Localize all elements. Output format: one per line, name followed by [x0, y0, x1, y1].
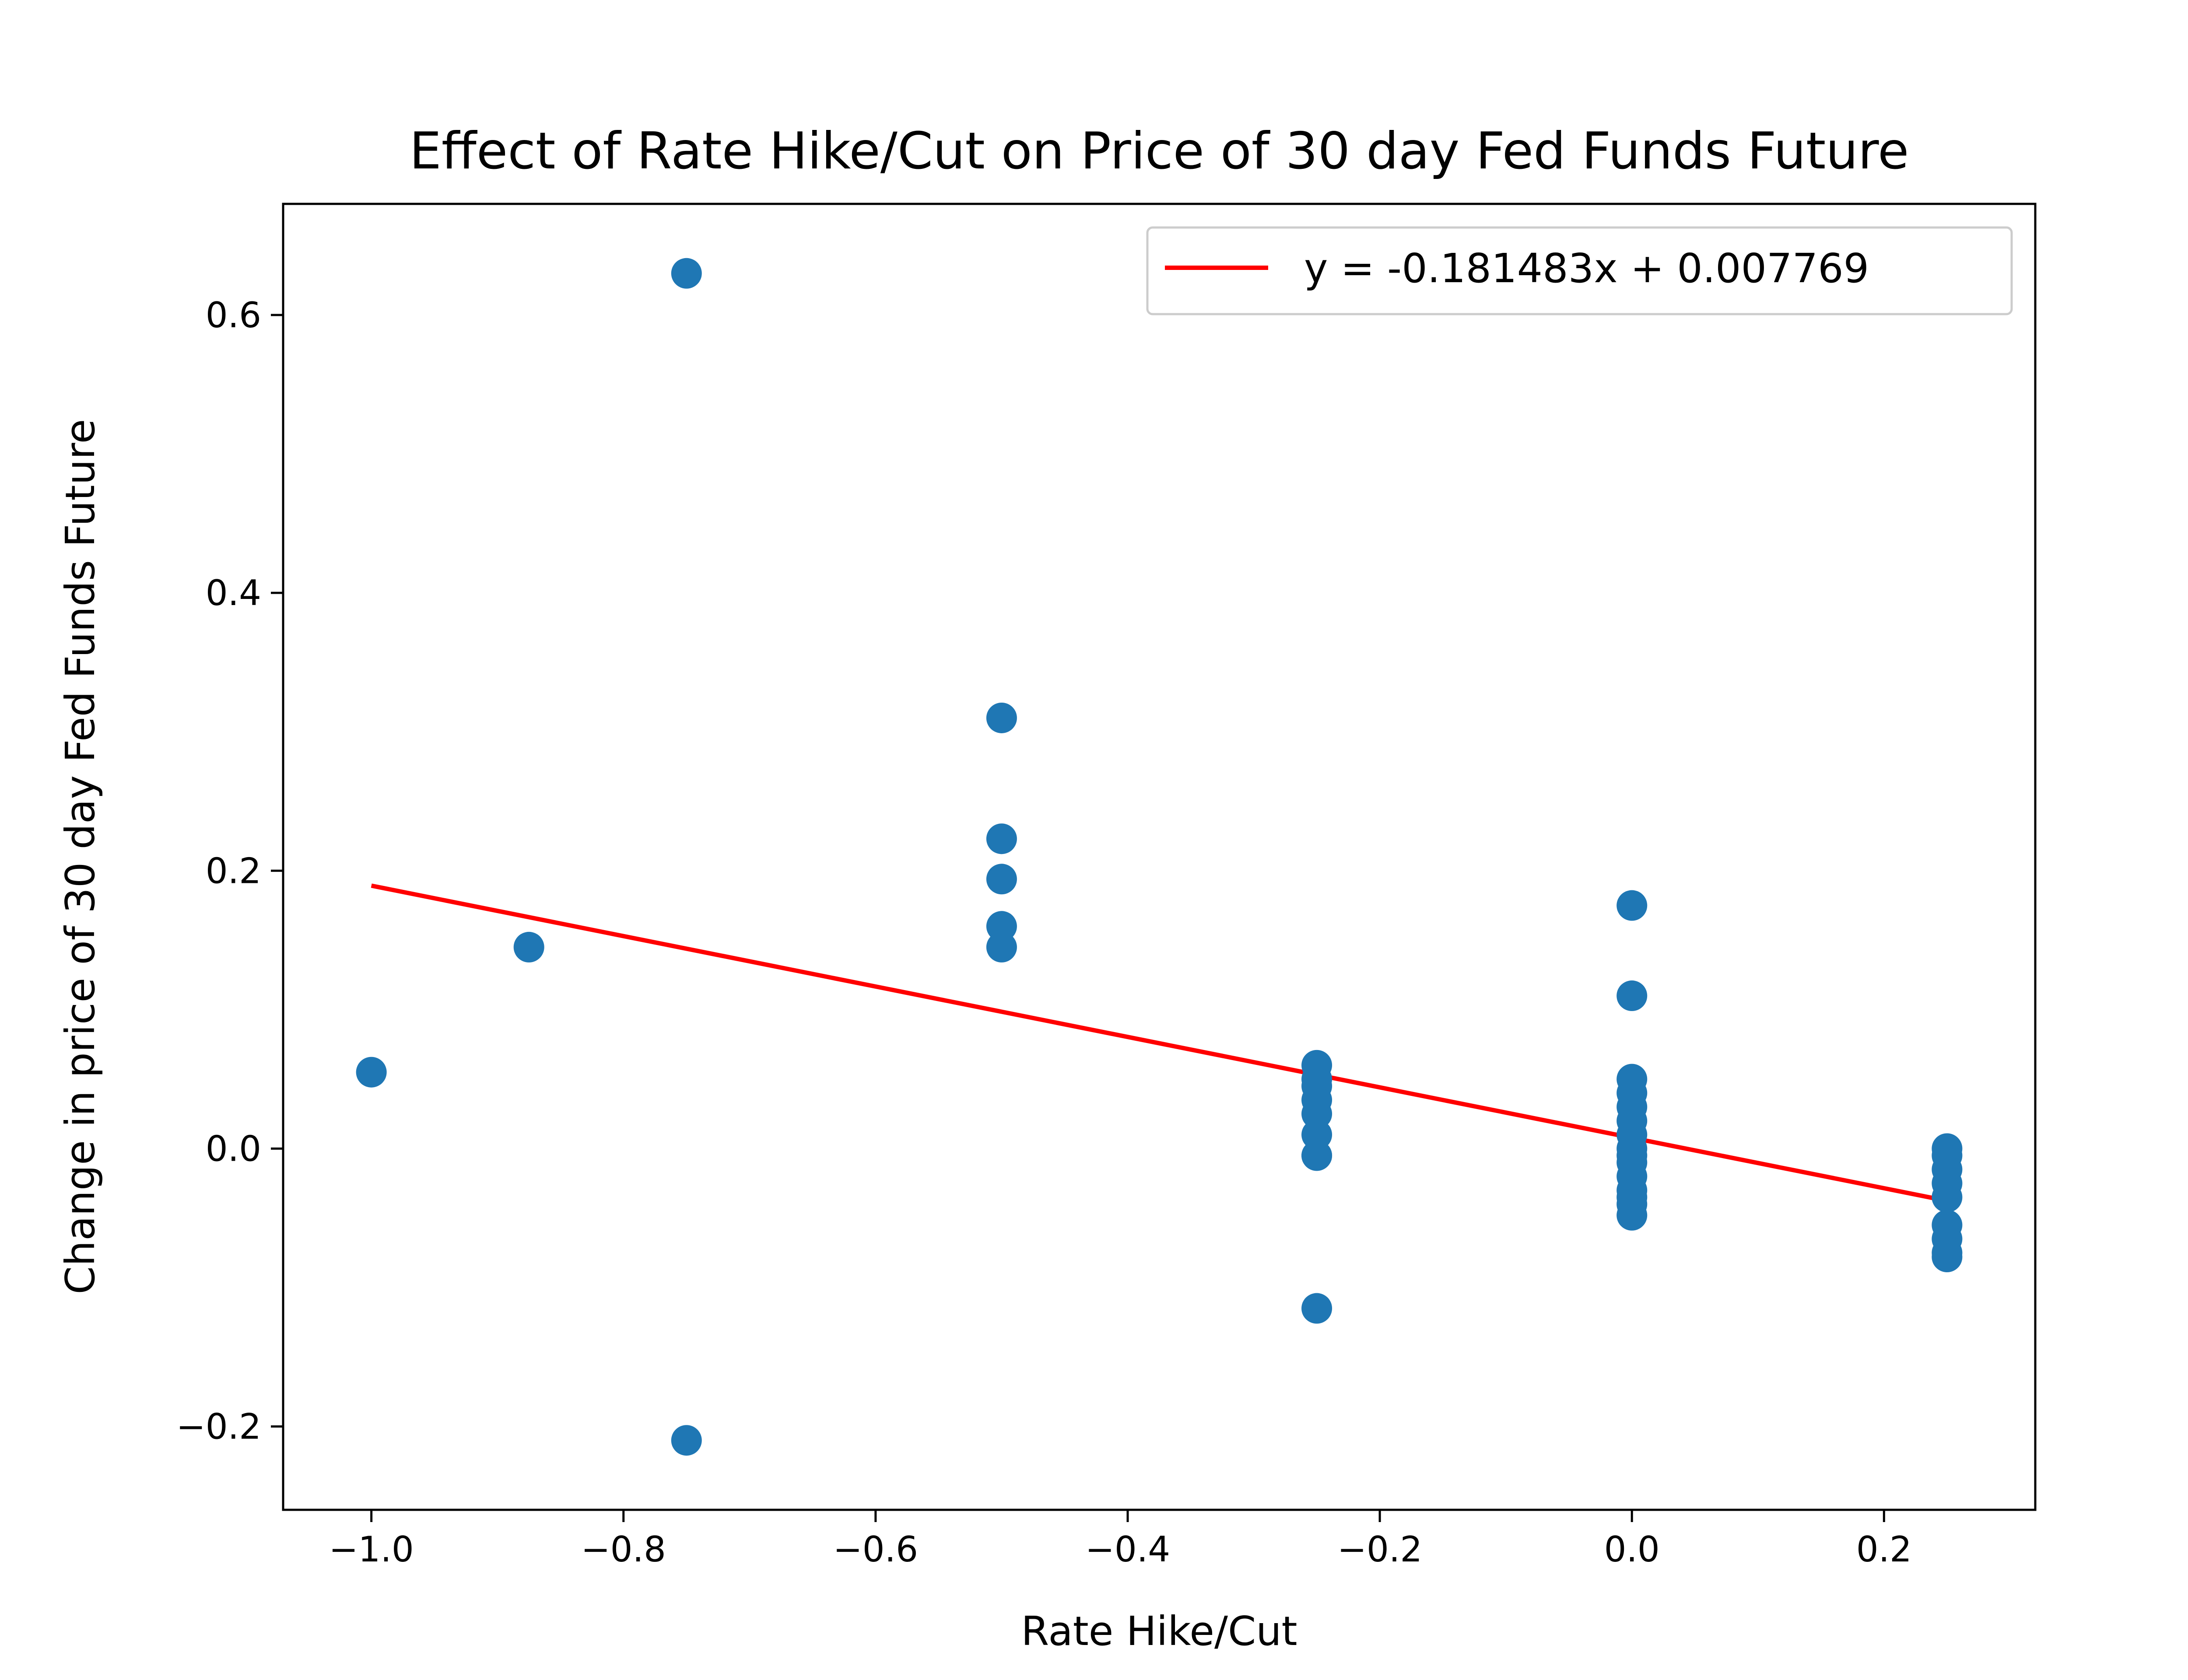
data-point — [356, 1057, 387, 1088]
x-tick-label: −1.0 — [329, 1529, 414, 1570]
plot-frame — [282, 203, 2037, 1511]
y-tick-label: 0.4 — [206, 573, 261, 613]
data-point — [1616, 1200, 1648, 1231]
y-tick-label: 0.0 — [206, 1128, 261, 1169]
plot-area — [356, 258, 1963, 1456]
y-tick-label: 0.6 — [206, 295, 261, 336]
x-tick-label: −0.8 — [581, 1529, 666, 1570]
data-point — [1932, 1182, 1963, 1213]
data-point — [671, 1425, 702, 1456]
data-point — [1301, 1293, 1332, 1324]
data-point — [1932, 1242, 1963, 1273]
x-axis-label: Rate Hike/Cut — [1021, 1608, 1297, 1655]
data-point — [986, 702, 1017, 733]
legend-box — [1146, 226, 2013, 315]
data-point — [1616, 890, 1648, 921]
data-point — [986, 823, 1017, 854]
legend-label: y = -0.181483x + 0.007769 — [1304, 245, 1869, 292]
y-tick-label: 0.2 — [206, 850, 261, 891]
data-point — [986, 864, 1017, 895]
x-tick-label: −0.6 — [833, 1529, 918, 1570]
data-point — [986, 931, 1017, 962]
x-tick-label: 0.2 — [1856, 1529, 1912, 1570]
chart-title: Effect of Rate Hike/Cut on Price of 30 d… — [410, 122, 1909, 181]
data-point — [671, 258, 702, 289]
x-tick-label: 0.0 — [1604, 1529, 1660, 1570]
regression-line — [371, 883, 1948, 1203]
data-point — [1301, 1140, 1332, 1171]
data-point — [513, 931, 544, 962]
y-axis: −0.2 0.0 0.2 0.4 0.6 — [176, 295, 283, 1447]
y-axis-label: Change in price of 30 day Fed Funds Futu… — [57, 419, 104, 1295]
legend: y = -0.181483x + 0.007769 — [1146, 226, 2013, 315]
x-axis: −1.0 −0.8 −0.6 −0.4 −0.2 0.0 0.2 — [329, 1510, 1912, 1570]
y-tick-label: −0.2 — [176, 1406, 261, 1447]
x-tick-label: −0.4 — [1085, 1529, 1170, 1570]
data-point — [1616, 980, 1648, 1012]
x-tick-label: −0.2 — [1337, 1529, 1422, 1570]
